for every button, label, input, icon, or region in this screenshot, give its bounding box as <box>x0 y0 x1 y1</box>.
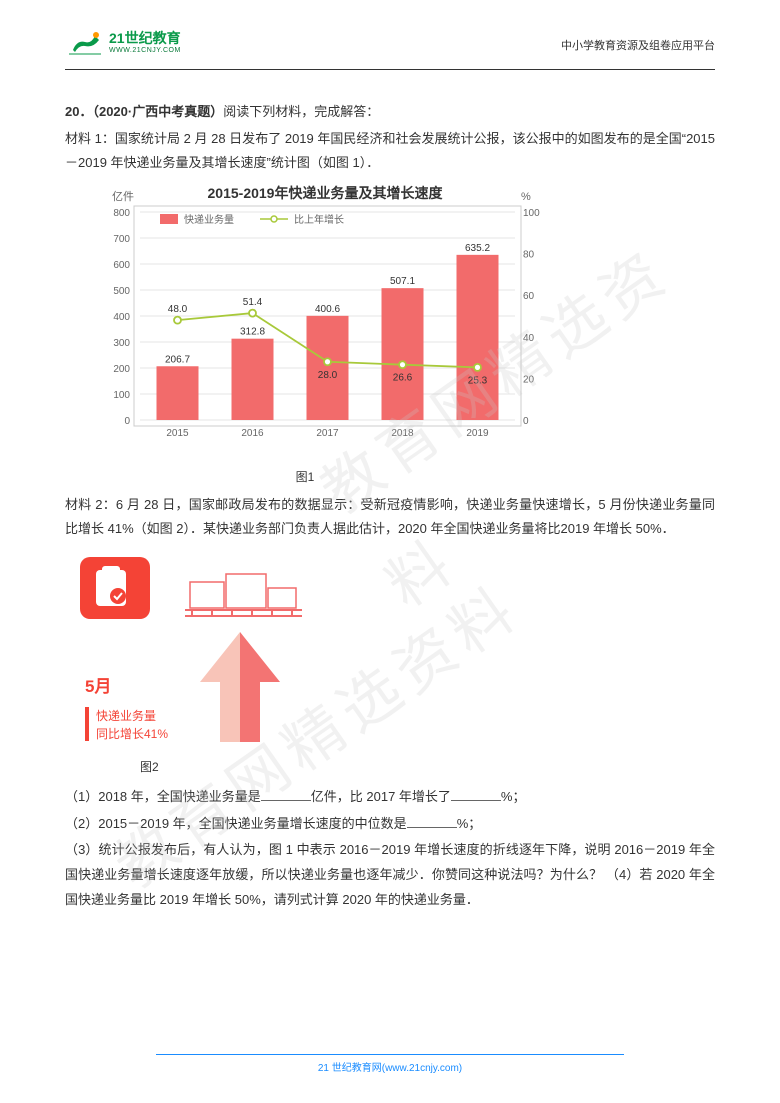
svg-text:比上年增长: 比上年增长 <box>294 213 344 226</box>
material-1: 材料 1：国家统计局 2 月 28 日发布了 2019 年国民经济和社会发展统计… <box>65 127 715 176</box>
question-source: （2020·广西中考真题） <box>92 104 223 119</box>
sub-question-3: （3）统计公报发布后，有人认为，图 1 中表示 2016－2019 年增长速度的… <box>65 838 715 912</box>
svg-text:2019: 2019 <box>466 428 489 439</box>
svg-text:100: 100 <box>523 208 540 219</box>
svg-text:快递业务量: 快递业务量 <box>184 213 234 226</box>
page-header: 21世纪教育 WWW.21CNJY.COM 中小学教育资源及组卷应用平台 <box>65 30 715 57</box>
svg-text:同比增长41%: 同比增长41% <box>96 727 168 741</box>
svg-text:2018: 2018 <box>391 428 414 439</box>
figure-2-label: 图2 <box>140 756 715 779</box>
blank-input[interactable] <box>451 788 501 801</box>
chart-1: 2015-2019年快递业务量及其增长速度亿件%0100200300400500… <box>95 184 555 464</box>
sub-question-2: （2）2015－2019 年，全国快递业务量增长速度的中位数是 %； <box>65 812 715 837</box>
svg-text:20: 20 <box>523 374 535 385</box>
question-number: 20． <box>65 104 92 119</box>
svg-text:28.0: 28.0 <box>318 370 338 381</box>
svg-text:80: 80 <box>523 250 535 261</box>
question-stem: 20．（2020·广西中考真题）阅读下列材料，完成解答： <box>65 100 715 125</box>
q2-part2: %； <box>457 816 482 831</box>
chart-1-container: 2015-2019年快递业务量及其增长速度亿件%0100200300400500… <box>95 184 715 489</box>
footer-text: 21 世纪教育网(www.21cnjy.com) <box>318 1063 462 1074</box>
svg-text:400: 400 <box>113 312 130 323</box>
logo-url: WWW.21CNJY.COM <box>109 47 181 55</box>
svg-text:507.1: 507.1 <box>390 276 415 287</box>
material-2: 材料 2：6 月 28 日，国家邮政局发布的数据显示：受新冠疫情影响，快递业务量… <box>65 493 715 542</box>
logo-text: 21世纪教育 <box>109 31 181 46</box>
svg-text:26.6: 26.6 <box>393 373 413 384</box>
svg-text:100: 100 <box>113 390 130 401</box>
runner-logo-icon <box>65 30 105 56</box>
sub-question-1: （1）2018 年，全国快递业务量是 亿件，比 2017 年增长了 %； <box>65 785 715 810</box>
svg-text:2015: 2015 <box>166 428 189 439</box>
svg-text:2016: 2016 <box>241 428 264 439</box>
svg-text:635.2: 635.2 <box>465 243 490 254</box>
svg-text:2017: 2017 <box>316 428 339 439</box>
svg-text:400.6: 400.6 <box>315 304 340 315</box>
svg-text:600: 600 <box>113 260 130 271</box>
page-footer: 21 世纪教育网(www.21cnjy.com) <box>0 1054 780 1078</box>
figure-1-label: 图1 <box>0 466 715 489</box>
svg-text:500: 500 <box>113 286 130 297</box>
svg-text:25.3: 25.3 <box>468 375 488 386</box>
svg-text:0: 0 <box>124 416 130 427</box>
header-subtitle: 中小学教育资源及组卷应用平台 <box>561 30 715 57</box>
q1-part2: 亿件，比 2017 年增长了 <box>311 789 451 804</box>
svg-text:5月: 5月 <box>85 677 111 696</box>
svg-text:%: % <box>521 191 531 203</box>
svg-text:312.8: 312.8 <box>240 327 265 338</box>
svg-text:51.4: 51.4 <box>243 297 263 308</box>
svg-text:800: 800 <box>113 208 130 219</box>
svg-text:亿件: 亿件 <box>112 190 134 203</box>
svg-text:206.7: 206.7 <box>165 354 190 365</box>
q2-part1: （2）2015－2019 年，全国快递业务量增长速度的中位数是 <box>65 816 407 831</box>
blank-input[interactable] <box>261 788 311 801</box>
svg-text:700: 700 <box>113 234 130 245</box>
infographic-2-container: 5月快递业务量同比增长41% 图2 <box>70 552 715 779</box>
svg-text:300: 300 <box>113 338 130 349</box>
q1-part3: %； <box>501 789 526 804</box>
infographic-2: 5月快递业务量同比增长41% <box>70 552 350 752</box>
svg-text:40: 40 <box>523 333 535 344</box>
svg-text:60: 60 <box>523 291 535 302</box>
svg-text:200: 200 <box>113 364 130 375</box>
footer-divider <box>156 1054 624 1055</box>
svg-text:快递业务量: 快递业务量 <box>96 708 156 723</box>
header-divider <box>65 69 715 70</box>
q1-part1: （1）2018 年，全国快递业务量是 <box>65 789 261 804</box>
question-stem-text: 阅读下列材料，完成解答： <box>223 104 379 119</box>
blank-input[interactable] <box>407 815 457 828</box>
svg-text:2015-2019年快递业务量及其增长速度: 2015-2019年快递业务量及其增长速度 <box>208 185 444 201</box>
logo: 21世纪教育 WWW.21CNJY.COM <box>65 30 181 56</box>
svg-text:48.0: 48.0 <box>168 304 188 315</box>
svg-text:0: 0 <box>523 416 529 427</box>
